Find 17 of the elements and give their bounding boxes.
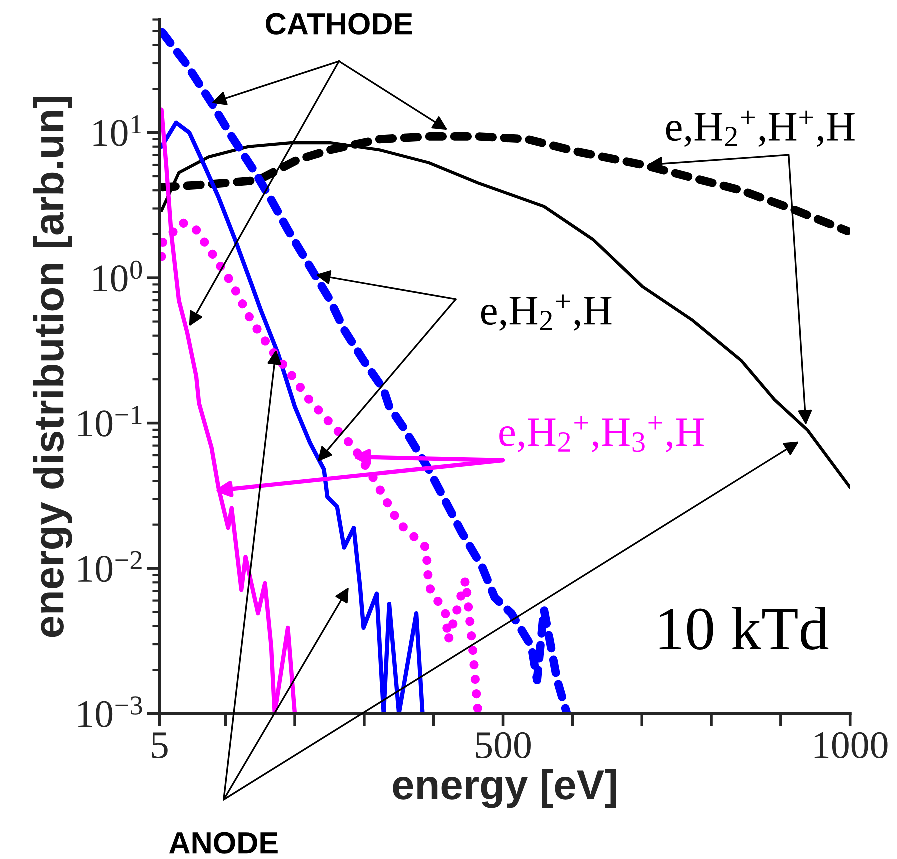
y-tick-label: 10$^{0}$ [94,260,142,292]
annotation: ANODE [169,832,278,854]
x-tick-label: 1000 [814,732,888,759]
y-tick-label: 10$^{−1}$ [78,406,142,437]
annotation: CATHODE [266,13,412,35]
annotation: e,H$_{2}$$^{+}$,H$_{3}$$^{+}$,H [500,416,704,452]
x-tick-label: 500 [476,732,531,759]
annotation: e,H$_{2}$$^{+}$,H [481,294,612,332]
annotation: 10 kTd [660,606,829,650]
annotation: e,H$_{2}$$^{+}$,H$^{+}$,H [666,110,855,148]
y-tick-label: 10$^{−2}$ [78,551,142,582]
x-axis-title: energy [eV] [393,769,616,808]
y-axis-title: energy distribution [arb.un] [33,97,72,638]
x-tick-label: 5 [152,732,168,759]
y-tick-label: 10$^{1}$ [94,116,142,146]
y-tick-label: 10$^{−3}$ [78,696,142,728]
line-series [160,120,425,714]
